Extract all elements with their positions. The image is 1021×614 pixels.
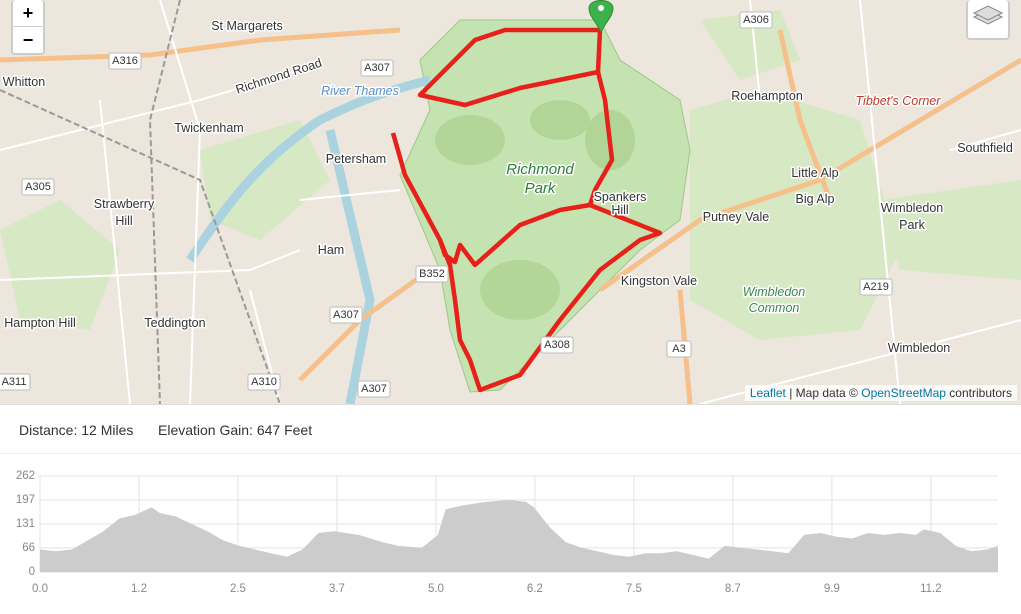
place-label: Wimbledon — [881, 201, 944, 215]
park-label: Richmond — [506, 161, 574, 178]
place-label: Hampton Hill — [4, 316, 76, 330]
road-label: A307 — [364, 62, 390, 74]
place-label: Teddington — [144, 316, 205, 330]
x-tick-label: 2.5 — [230, 583, 246, 595]
route — [390, 27, 663, 393]
start-marker[interactable] — [588, 0, 614, 34]
attribution: Leaflet | Map data © OpenStreetMap contr… — [744, 385, 1017, 401]
zoom-in[interactable]: + — [22, 3, 34, 23]
elevation-chart: 0 66 131 197 262 0.0 1.2 2.5 3.7 5.0 6.2 7.5 8.7 9.9 1… — [16, 470, 999, 595]
common-label: Common — [749, 301, 800, 315]
place-label: Big Alp — [796, 192, 835, 206]
road-label: A307 — [333, 309, 359, 321]
common-label: Wimbledon — [743, 285, 805, 299]
road-label: A3 — [672, 343, 685, 355]
place-label: St Margarets — [211, 19, 283, 33]
x-tick-label: 3.7 — [329, 583, 345, 595]
marker-dot — [598, 5, 604, 11]
x-tick-label: 8.7 — [725, 583, 741, 595]
y-tick-label: 197 — [16, 494, 35, 506]
x-tick-label: 0.0 — [32, 583, 48, 595]
x-tick-label: 1.2 — [131, 583, 147, 595]
road-label: A219 — [863, 281, 889, 293]
y-tick-label: 66 — [22, 542, 35, 554]
park-label: Park — [525, 180, 557, 197]
x-tick-label: 7.5 — [626, 583, 642, 595]
attribution-text: contributors — [949, 386, 1012, 400]
road-label: A306 — [743, 14, 769, 26]
x-tick-label: 9.9 — [824, 583, 840, 595]
place-label: Petersham — [326, 152, 386, 166]
place-label: Spankers — [594, 190, 647, 204]
place-label: Twickenham — [174, 121, 243, 135]
elevation-line — [39, 499, 999, 560]
road-label: A316 — [112, 55, 138, 67]
layers-icon — [972, 5, 1004, 25]
road-label: A308 — [544, 339, 570, 351]
y-tick-label: 262 — [16, 470, 35, 482]
place-label: Putney Vale — [703, 210, 770, 224]
green-areas — [0, 10, 1021, 340]
osm-link[interactable]: OpenStreetMap — [861, 386, 946, 400]
place-label: Strawberry — [94, 197, 155, 211]
river-label: River Thames — [321, 84, 399, 98]
road-label: A305 — [25, 181, 51, 193]
place-label: Ham — [318, 243, 344, 257]
river — [186, 75, 432, 404]
place-label: Southfield — [957, 141, 1013, 155]
place-label: Hill — [115, 214, 132, 228]
leaflet-link[interactable]: Leaflet — [749, 386, 786, 400]
road-shields: A316 A306 A307 A305 B352 A307 A308 A3 A2… — [0, 11, 893, 398]
route-stats: Distance: 12 Miles Elevation Gain: 647 F… — [0, 404, 1021, 454]
zoom-out[interactable]: − — [13, 26, 43, 53]
road-label: A307 — [361, 383, 387, 395]
road-label: A310 — [251, 376, 277, 388]
map[interactable]: St Margarets Whitton Twickenham River Th… — [0, 0, 1021, 404]
place-label: Little Alp — [791, 166, 838, 180]
x-tick-label: 6.2 — [527, 583, 543, 595]
place-label: Hill — [611, 203, 628, 217]
x-tick-label: 5.0 — [428, 583, 444, 595]
place-label: Wimbledon — [888, 341, 951, 355]
y-tick-label: 131 — [16, 518, 35, 530]
x-tick-label: 11.2 — [920, 583, 942, 595]
streets — [0, 0, 1021, 404]
railway — [0, 0, 281, 404]
distance: Distance: 12 Miles — [19, 422, 134, 438]
road-label: B352 — [419, 268, 445, 280]
place-label: Park — [899, 218, 925, 232]
area-shade — [40, 500, 998, 572]
y-tick-label: 0 — [29, 566, 35, 578]
layers-control[interactable] — [966, 0, 1010, 40]
road-label: A311 — [2, 376, 27, 388]
place-label: Roehampton — [731, 89, 803, 103]
place-label: Tibbet's Corner — [856, 94, 942, 108]
elevation-gain: Elevation Gain: 647 Feet — [158, 422, 313, 438]
attribution-text: | Map data © — [789, 386, 858, 400]
zoom-control: + − — [11, 0, 45, 55]
place-label: Kingston Vale — [621, 274, 697, 288]
place-label: Whitton — [3, 75, 45, 89]
